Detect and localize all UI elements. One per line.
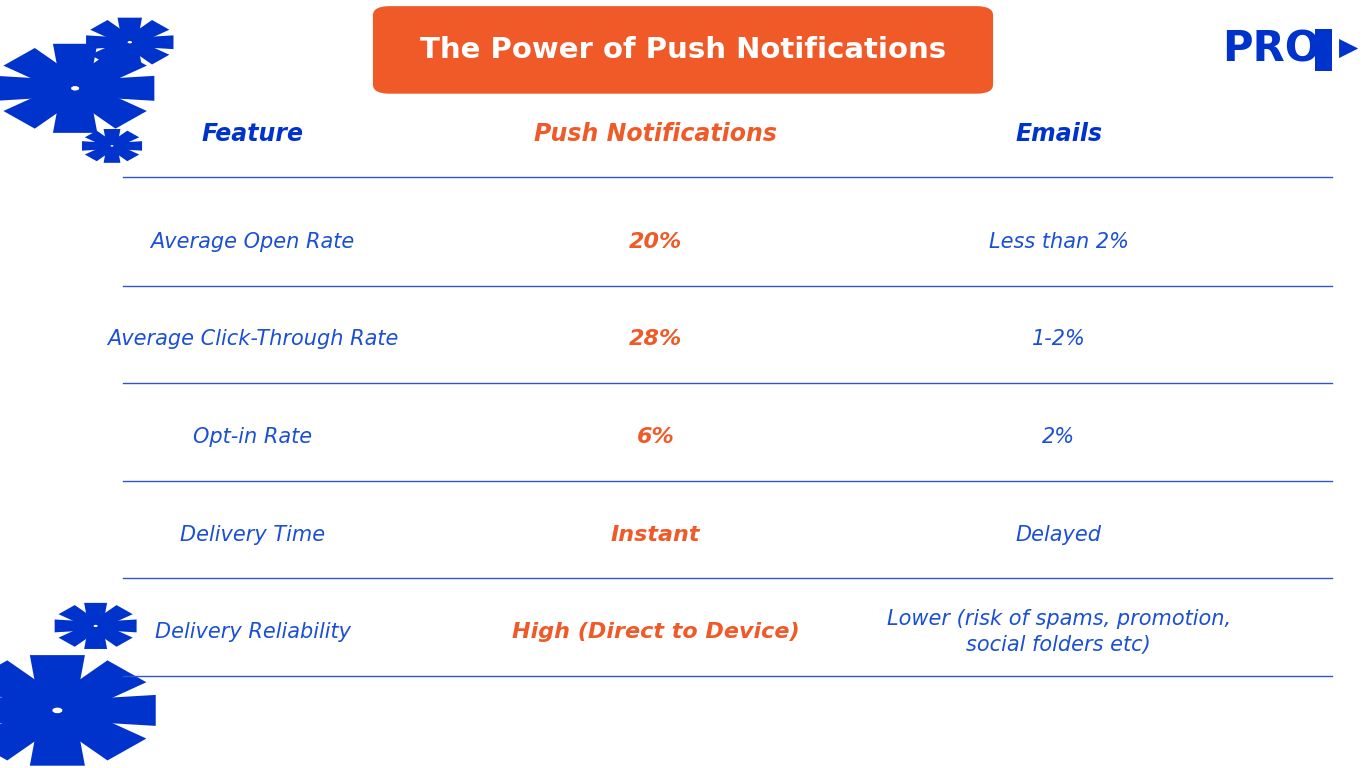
Text: 28%: 28% bbox=[630, 329, 682, 349]
Polygon shape bbox=[117, 18, 142, 41]
Text: Push Notifications: Push Notifications bbox=[534, 122, 777, 147]
Polygon shape bbox=[48, 660, 146, 716]
FancyBboxPatch shape bbox=[373, 6, 993, 94]
Text: PRO: PRO bbox=[1223, 29, 1321, 71]
Text: High (Direct to Device): High (Direct to Device) bbox=[512, 622, 799, 642]
Polygon shape bbox=[92, 624, 133, 647]
FancyBboxPatch shape bbox=[1315, 28, 1332, 71]
Text: 1-2%: 1-2% bbox=[1031, 329, 1086, 349]
Polygon shape bbox=[30, 713, 85, 766]
Text: 20%: 20% bbox=[630, 232, 682, 252]
Polygon shape bbox=[79, 76, 154, 101]
Polygon shape bbox=[109, 144, 139, 161]
Polygon shape bbox=[92, 605, 133, 628]
Text: Emails: Emails bbox=[1015, 122, 1102, 147]
Polygon shape bbox=[85, 144, 115, 161]
Polygon shape bbox=[126, 20, 169, 45]
Text: The Power of Push Notifications: The Power of Push Notifications bbox=[419, 36, 947, 64]
Polygon shape bbox=[0, 76, 71, 101]
Polygon shape bbox=[59, 624, 100, 647]
Polygon shape bbox=[85, 627, 107, 649]
Polygon shape bbox=[113, 141, 142, 151]
Polygon shape bbox=[55, 620, 93, 632]
Polygon shape bbox=[63, 695, 156, 726]
Polygon shape bbox=[59, 605, 100, 628]
Text: ▶: ▶ bbox=[1339, 36, 1358, 61]
Polygon shape bbox=[86, 35, 127, 49]
Polygon shape bbox=[68, 84, 146, 128]
Text: Delivery Time: Delivery Time bbox=[180, 525, 325, 545]
Polygon shape bbox=[30, 655, 85, 707]
Text: Opt-in Rate: Opt-in Rate bbox=[193, 427, 313, 447]
Polygon shape bbox=[117, 44, 142, 67]
Polygon shape bbox=[109, 131, 139, 147]
Text: 2%: 2% bbox=[1042, 427, 1075, 447]
Text: Delivery Reliability: Delivery Reliability bbox=[154, 622, 351, 642]
Polygon shape bbox=[0, 695, 52, 726]
Polygon shape bbox=[4, 84, 82, 128]
Polygon shape bbox=[53, 91, 97, 133]
Text: Lower (risk of spams, promotion,
social folders etc): Lower (risk of spams, promotion, social … bbox=[887, 609, 1231, 655]
Polygon shape bbox=[104, 129, 120, 145]
Polygon shape bbox=[53, 44, 97, 86]
Text: Delayed: Delayed bbox=[1016, 525, 1101, 545]
Polygon shape bbox=[90, 40, 134, 65]
Polygon shape bbox=[98, 620, 137, 632]
Polygon shape bbox=[82, 141, 111, 151]
Polygon shape bbox=[0, 660, 67, 716]
Polygon shape bbox=[90, 20, 134, 45]
Polygon shape bbox=[104, 147, 120, 163]
Polygon shape bbox=[126, 40, 169, 65]
Text: Instant: Instant bbox=[611, 525, 701, 545]
Text: 6%: 6% bbox=[637, 427, 675, 447]
Text: Average Click-Through Rate: Average Click-Through Rate bbox=[107, 329, 399, 349]
Text: Less than 2%: Less than 2% bbox=[989, 232, 1128, 252]
Polygon shape bbox=[48, 705, 146, 760]
Polygon shape bbox=[85, 603, 107, 625]
Polygon shape bbox=[4, 48, 82, 92]
Polygon shape bbox=[68, 48, 146, 92]
Polygon shape bbox=[85, 131, 115, 147]
Text: Average Open Rate: Average Open Rate bbox=[150, 232, 355, 252]
Polygon shape bbox=[133, 35, 173, 49]
Text: Feature: Feature bbox=[202, 122, 303, 147]
Polygon shape bbox=[0, 705, 67, 760]
